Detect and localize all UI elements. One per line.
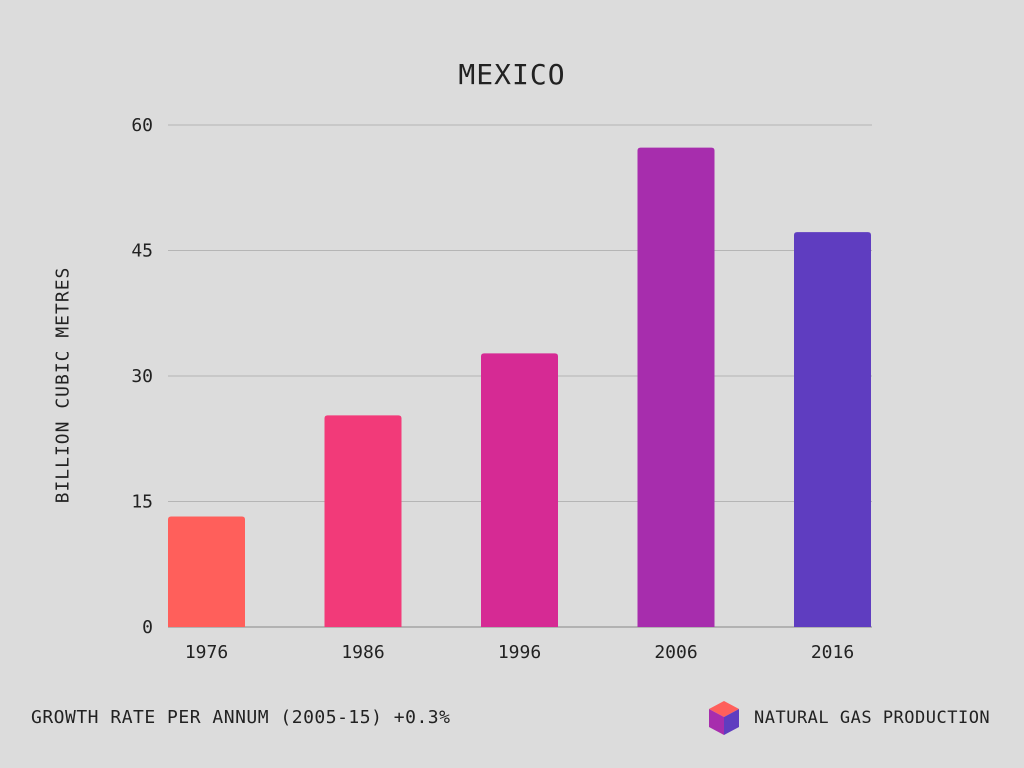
- bar-1976: [168, 516, 245, 627]
- x-tick-labels: 1976 1986 1996 2006 2016: [185, 642, 854, 663]
- bars: [168, 147, 871, 628]
- y-tick-label: 30: [131, 366, 153, 387]
- x-tick-label: 1986: [341, 642, 384, 663]
- bar-2006: [637, 147, 715, 627]
- x-tick-label: 2016: [811, 642, 854, 663]
- y-tick-label: 60: [131, 115, 153, 136]
- bar-2016: [794, 232, 871, 628]
- growth-rate-text: GROWTH RATE PER ANNUM (2005-15) +0.3%: [31, 707, 451, 728]
- y-tick-label: 15: [131, 492, 153, 513]
- legend-label: NATURAL GAS PRODUCTION: [754, 708, 991, 728]
- y-tick-label: 0: [142, 617, 153, 638]
- y-tick-label: 45: [131, 241, 153, 262]
- x-tick-label: 1996: [498, 642, 541, 663]
- y-tick-labels: 0 15 30 45 60: [131, 115, 153, 638]
- bar-1986: [324, 415, 402, 627]
- cube-icon: [709, 701, 739, 735]
- x-tick-label: 2006: [654, 642, 697, 663]
- bar-1996: [481, 353, 558, 627]
- chart-title: MEXICO: [458, 58, 566, 91]
- legend: NATURAL GAS PRODUCTION: [708, 700, 990, 736]
- x-tick-label: 1976: [185, 642, 228, 663]
